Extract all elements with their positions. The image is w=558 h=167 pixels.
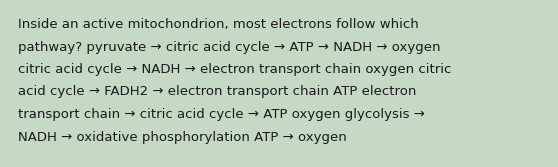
Text: NADH → oxidative phosphorylation ATP → oxygen: NADH → oxidative phosphorylation ATP → o… [18,130,347,143]
Text: citric acid cycle → NADH → electron transport chain oxygen citric: citric acid cycle → NADH → electron tran… [18,63,451,76]
Text: Inside an active mitochondrion, most electrons follow which: Inside an active mitochondrion, most ele… [18,18,418,31]
Text: pathway? pyruvate → citric acid cycle → ATP → NADH → oxygen: pathway? pyruvate → citric acid cycle → … [18,41,440,53]
Text: acid cycle → FADH2 → electron transport chain ATP electron: acid cycle → FADH2 → electron transport … [18,86,416,99]
Text: transport chain → citric acid cycle → ATP oxygen glycolysis →: transport chain → citric acid cycle → AT… [18,108,425,121]
